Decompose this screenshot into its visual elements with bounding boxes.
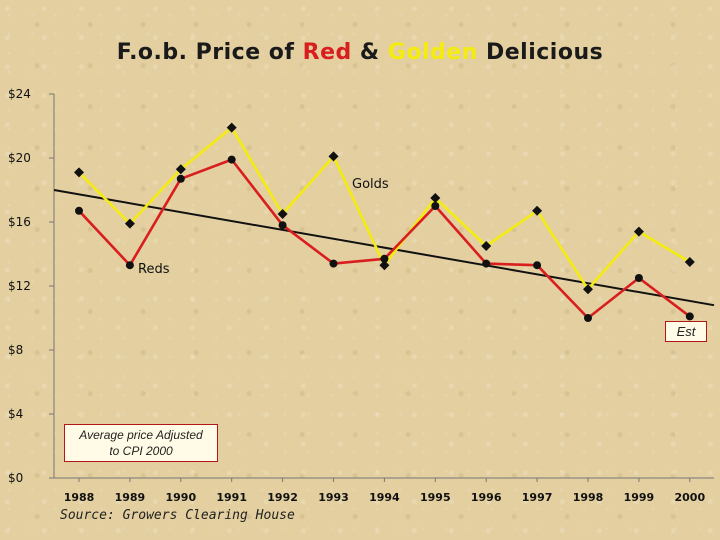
y-tick-label: $12 [8, 279, 31, 293]
y-tick-label: $4 [8, 407, 23, 421]
x-tick-label: 1991 [216, 491, 247, 504]
golds-point [481, 241, 492, 251]
cpi-note-line2: to CPI 2000 [109, 444, 173, 458]
golds-point [124, 218, 135, 229]
reds-point [380, 254, 389, 263]
x-tick-label: 2000 [674, 491, 705, 504]
x-tick-label: 1989 [115, 491, 146, 504]
x-tick-label: 1996 [471, 491, 502, 504]
cpi-note: Average price Adjusted to CPI 2000 [64, 424, 218, 462]
reds-point [329, 259, 338, 268]
reds-point [584, 314, 592, 322]
title-part1: F.o.b. Price of [116, 40, 303, 65]
golds-point [175, 164, 186, 175]
est-label: Est [665, 321, 707, 342]
reds-point [227, 155, 236, 164]
x-tick-label: 1995 [420, 491, 451, 504]
trend-line [53, 189, 715, 307]
golds-point [430, 193, 441, 203]
title-part3: Delicious [477, 40, 604, 65]
golds-point [583, 284, 593, 295]
title-part2: & [351, 40, 388, 65]
golds-point [633, 226, 644, 237]
reds-point [482, 259, 491, 268]
reds-point [75, 206, 83, 215]
y-tick-label: $20 [8, 151, 31, 165]
y-tick-label: $24 [8, 87, 31, 101]
reds-point [431, 202, 440, 210]
x-tick-label: 1990 [165, 491, 196, 504]
source-note: Source: Growers Clearing House [60, 508, 295, 523]
reds-point [685, 312, 694, 321]
reds-point [533, 261, 542, 270]
title-golden-word: Golden [387, 40, 478, 65]
y-tick-label: $8 [8, 343, 23, 357]
golds-point [379, 260, 390, 271]
title-red-word: Red [302, 40, 352, 65]
golds-point [684, 257, 695, 267]
cpi-note-line1: Average price Adjusted [79, 428, 203, 442]
reds-point [125, 261, 134, 270]
x-tick-label: 1992 [267, 491, 298, 504]
chart-title: F.o.b. Price of Red & Golden Delicious [0, 40, 720, 65]
golds-point [226, 122, 237, 133]
y-tick-label: $0 [8, 471, 23, 485]
reds-point [278, 221, 287, 230]
golds-series-label: Golds [352, 177, 389, 192]
x-tick-label: 1997 [522, 491, 553, 504]
x-tick-label: 1998 [573, 491, 604, 504]
reds-series-label: Reds [138, 262, 170, 277]
x-tick-label: 1993 [318, 491, 349, 504]
x-tick-label: 1988 [64, 491, 95, 504]
reds-point [634, 274, 643, 282]
golds-point [74, 167, 84, 178]
y-tick-label: $16 [8, 215, 31, 229]
reds-point [176, 174, 185, 183]
golds-point [532, 205, 543, 216]
x-tick-label: 1999 [624, 491, 655, 504]
golds-point [328, 151, 339, 162]
x-tick-label: 1994 [369, 491, 400, 504]
golds-point [277, 209, 288, 219]
